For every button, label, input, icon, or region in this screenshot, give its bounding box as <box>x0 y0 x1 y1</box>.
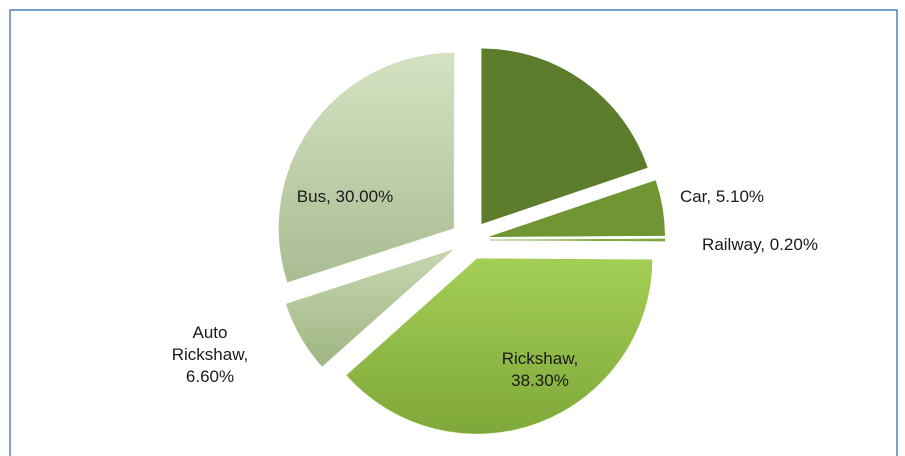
pie-slice <box>346 258 653 434</box>
pie-slice <box>489 238 666 242</box>
pie-slice <box>285 249 453 367</box>
data-label: Car, 5.10% <box>679 187 765 206</box>
pie-slice <box>489 180 665 237</box>
pie-slice <box>481 48 648 225</box>
data-label: Auto Rickshaw, 6.60% <box>171 323 249 386</box>
data-label: Bus, 30.00% <box>296 187 394 206</box>
pie-slice <box>278 52 455 283</box>
frame <box>9 9 898 456</box>
data-label: Rickshaw, 38.30% <box>501 349 579 390</box>
data-label: Railway, 0.20% <box>702 235 818 254</box>
